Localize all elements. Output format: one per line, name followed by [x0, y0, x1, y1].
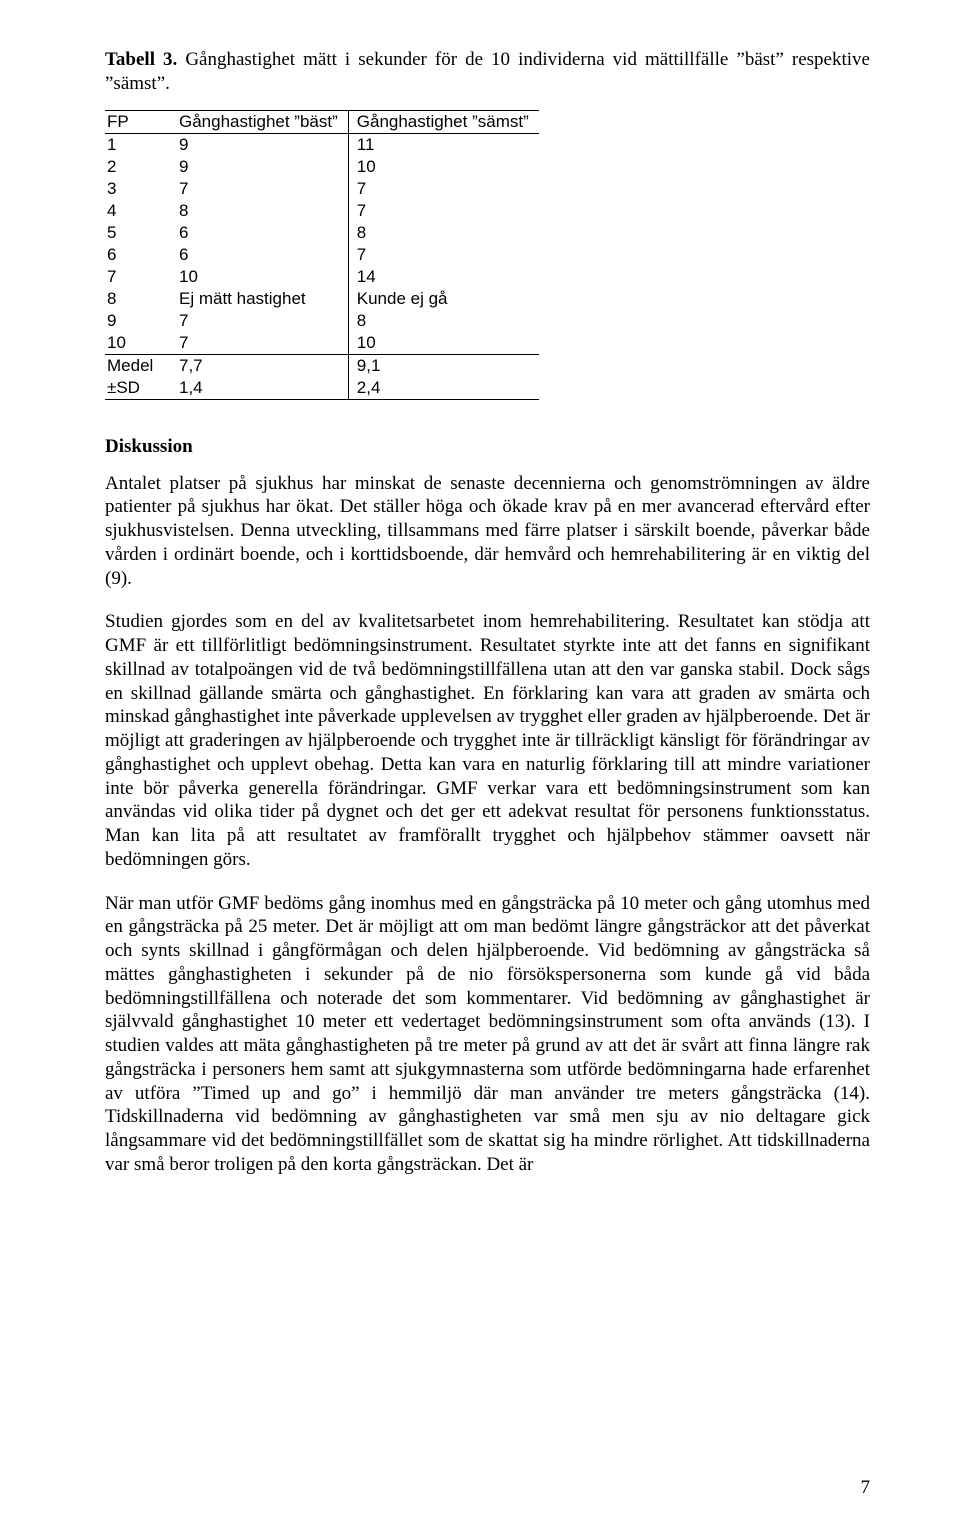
data-table: FP Gånghastighet ”bäst” Gånghastighet ”s…	[105, 110, 539, 400]
table-row: 8Ej mätt hastighetKunde ej gå	[105, 288, 539, 310]
table-caption: Tabell 3. Gånghastighet mätt i sekunder …	[105, 48, 870, 96]
table-row: 71014	[105, 266, 539, 288]
table-row: 978	[105, 310, 539, 332]
table-row: 2910	[105, 156, 539, 178]
col-header: Gånghastighet ”bäst”	[177, 110, 348, 133]
caption-label: Tabell 3.	[105, 49, 177, 70]
table-row: 487	[105, 200, 539, 222]
table-summary-row: ±SD1,42,4	[105, 377, 539, 400]
body-paragraph: Antalet platser på sjukhus har minskat d…	[105, 472, 870, 591]
body-paragraph: Studien gjordes som en del av kvalitetsa…	[105, 610, 870, 871]
page: Tabell 3. Gånghastighet mätt i sekunder …	[0, 0, 960, 1539]
page-number: 7	[861, 1477, 871, 1499]
table-row: 377	[105, 178, 539, 200]
col-header: FP	[105, 110, 177, 133]
table-row: 568	[105, 222, 539, 244]
table-body: 1911 2910 377 487 568 667 71014 8Ej mätt…	[105, 133, 539, 399]
table-row: 667	[105, 244, 539, 266]
table-row: 10710	[105, 332, 539, 355]
caption-text: Gånghastighet mätt i sekunder för de 10 …	[105, 49, 870, 94]
table-row: 1911	[105, 133, 539, 156]
section-heading: Diskussion	[105, 436, 870, 458]
body-paragraph: När man utför GMF bedöms gång inomhus me…	[105, 892, 870, 1177]
table-summary-row: Medel7,79,1	[105, 354, 539, 377]
col-header: Gånghastighet ”sämst”	[348, 110, 538, 133]
table-header-row: FP Gånghastighet ”bäst” Gånghastighet ”s…	[105, 110, 539, 133]
